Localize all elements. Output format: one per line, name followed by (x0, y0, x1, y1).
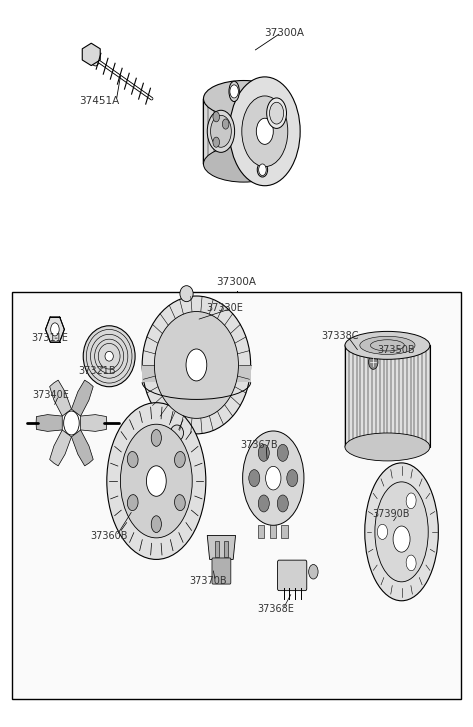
Ellipse shape (154, 312, 238, 418)
Circle shape (210, 116, 231, 148)
Bar (258, 526, 264, 539)
Text: 37390B: 37390B (372, 510, 409, 519)
Ellipse shape (105, 351, 114, 361)
Bar (12, 292, 461, 699)
Polygon shape (207, 536, 236, 559)
Text: 37368E: 37368E (257, 603, 294, 614)
Circle shape (259, 164, 266, 175)
Ellipse shape (406, 555, 416, 571)
Circle shape (277, 495, 289, 512)
Ellipse shape (127, 451, 138, 467)
Text: 37340E: 37340E (33, 390, 70, 401)
Ellipse shape (180, 286, 193, 302)
Ellipse shape (345, 332, 430, 359)
Ellipse shape (242, 96, 288, 166)
Ellipse shape (175, 494, 185, 510)
Circle shape (243, 431, 304, 526)
Ellipse shape (203, 146, 284, 182)
Text: 37451A: 37451A (79, 96, 120, 106)
Polygon shape (45, 317, 64, 342)
Text: 37321B: 37321B (79, 366, 116, 376)
Ellipse shape (203, 81, 284, 117)
Ellipse shape (89, 55, 98, 66)
Circle shape (147, 466, 166, 497)
FancyBboxPatch shape (212, 558, 231, 584)
FancyBboxPatch shape (278, 560, 307, 590)
Circle shape (51, 323, 59, 336)
Polygon shape (71, 380, 93, 416)
Circle shape (256, 119, 273, 145)
Ellipse shape (270, 103, 284, 124)
Ellipse shape (151, 515, 161, 533)
Circle shape (258, 444, 269, 462)
Text: 37367B: 37367B (240, 440, 278, 450)
Text: 37360B: 37360B (90, 531, 128, 541)
Circle shape (222, 119, 229, 129)
Circle shape (64, 411, 79, 435)
Ellipse shape (345, 433, 430, 461)
Circle shape (213, 112, 219, 122)
Circle shape (368, 355, 378, 369)
Text: 37330E: 37330E (206, 303, 243, 313)
Circle shape (249, 470, 260, 486)
Polygon shape (71, 430, 93, 466)
Ellipse shape (207, 111, 235, 153)
Ellipse shape (83, 326, 135, 387)
Ellipse shape (175, 451, 185, 467)
Text: 37370B: 37370B (189, 577, 227, 586)
Text: 37338C: 37338C (321, 331, 359, 341)
Polygon shape (36, 414, 62, 431)
Ellipse shape (360, 337, 415, 355)
Text: 37300A: 37300A (217, 277, 256, 287)
Circle shape (309, 564, 318, 579)
Polygon shape (82, 43, 100, 65)
Circle shape (258, 495, 269, 512)
Bar (224, 542, 228, 557)
Ellipse shape (229, 77, 300, 185)
Bar (142, 365, 251, 382)
Bar (345, 345, 430, 447)
Ellipse shape (170, 425, 184, 441)
Circle shape (186, 349, 207, 381)
Circle shape (230, 85, 238, 98)
Ellipse shape (229, 81, 239, 102)
Polygon shape (50, 380, 71, 416)
Ellipse shape (127, 494, 138, 510)
Polygon shape (80, 414, 107, 431)
Ellipse shape (107, 403, 206, 559)
Circle shape (266, 466, 281, 490)
Ellipse shape (257, 163, 268, 177)
Ellipse shape (377, 524, 387, 539)
Circle shape (393, 526, 410, 553)
Bar (281, 526, 288, 539)
Circle shape (287, 470, 298, 486)
Ellipse shape (151, 430, 161, 446)
Text: 37311E: 37311E (31, 333, 68, 343)
Ellipse shape (406, 493, 416, 509)
Ellipse shape (375, 482, 428, 582)
Bar (203, 99, 284, 164)
Ellipse shape (267, 98, 287, 129)
Text: 37350B: 37350B (377, 345, 415, 356)
Circle shape (277, 444, 289, 462)
Bar (270, 526, 276, 539)
Ellipse shape (370, 340, 404, 351)
Ellipse shape (142, 296, 251, 434)
Text: 37300A: 37300A (263, 28, 304, 38)
Polygon shape (50, 430, 71, 466)
Ellipse shape (365, 463, 438, 601)
Bar (215, 542, 219, 557)
Circle shape (213, 137, 219, 148)
Ellipse shape (121, 425, 192, 538)
